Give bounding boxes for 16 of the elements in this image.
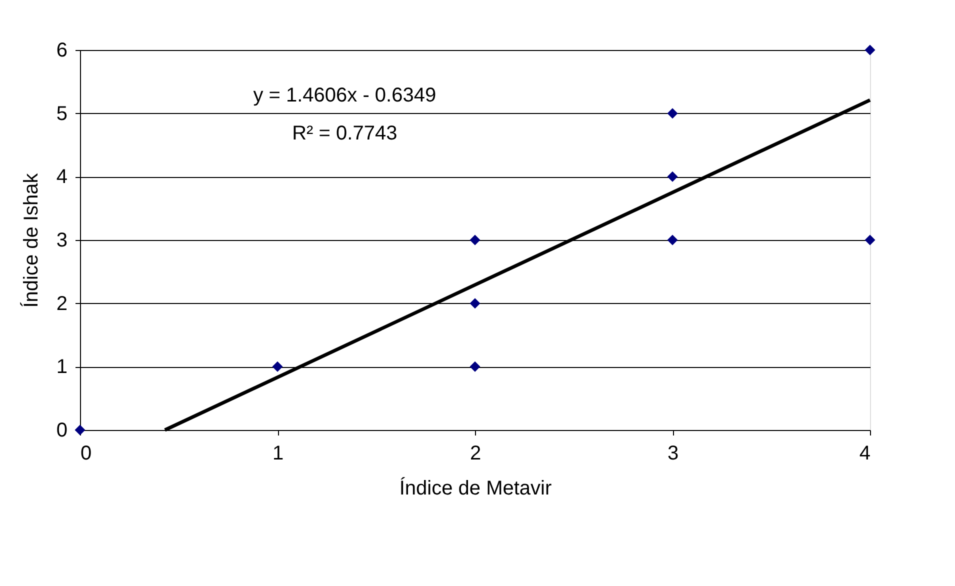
x-axis-title: Índice de Metavir — [399, 476, 552, 500]
y-tick-label: 5 — [56, 102, 68, 125]
annotation: y = 1.4606x - 0.6349 — [253, 84, 436, 107]
y-tick-label: 6 — [56, 40, 68, 62]
x-tick-label: 2 — [470, 442, 482, 464]
x-tick-label: 0 — [80, 442, 92, 464]
x-tick-label: 4 — [859, 442, 870, 464]
y-tick-label: 0 — [56, 420, 68, 442]
y-tick-label: 2 — [56, 292, 68, 315]
x-tick-label: 3 — [667, 442, 679, 464]
y-tick-label: 1 — [56, 356, 68, 378]
annotation: R² = 0.7743 — [292, 122, 398, 145]
y-tick-label: 4 — [56, 166, 68, 188]
y-axis-title: Índice de Ishak — [19, 172, 42, 308]
x-tick-label: 1 — [272, 442, 284, 464]
y-tick-label: 3 — [56, 230, 68, 252]
